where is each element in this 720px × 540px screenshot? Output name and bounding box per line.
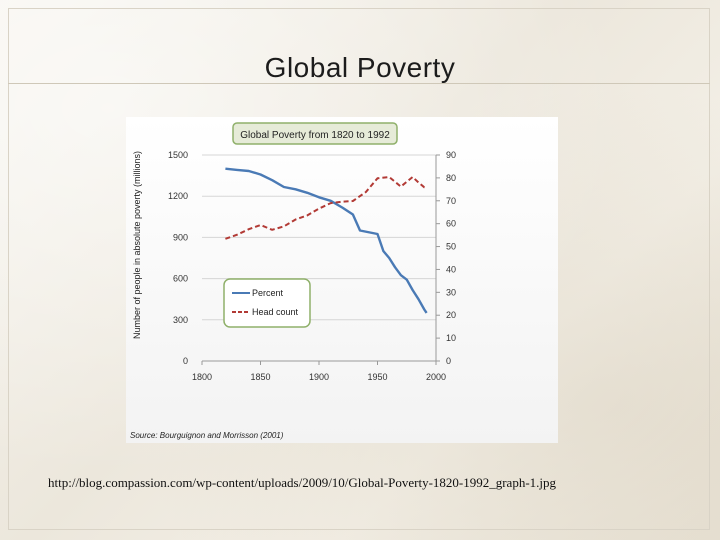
y-left-tick-label: 1500	[168, 150, 188, 160]
x-tick-label: 1800	[192, 372, 212, 382]
axes	[201, 154, 440, 365]
y-right-tick-label: 10	[446, 333, 456, 343]
series-line-percent	[225, 167, 428, 314]
x-tick-label: 1900	[309, 372, 329, 382]
y-right-tick-label: 90	[446, 150, 456, 160]
y-right-tick-label: 70	[446, 196, 456, 206]
y-axis-label: Number of people in absolute poverty (mi…	[132, 151, 142, 339]
series-line-headcount	[225, 176, 427, 240]
y-right-tick-label: 40	[446, 264, 456, 274]
y-right-tick-label: 30	[446, 287, 456, 297]
slide-frame	[8, 8, 710, 530]
y-left-tick-label: 0	[183, 356, 188, 366]
chart-image: 0 300 600 900 1200 1500 0 10 20 30 40 50 60 70 80 90 180…	[126, 117, 558, 443]
legend-headcount-label: Head count	[252, 307, 299, 317]
image-source-url: http://blog.compassion.com/wp-content/up…	[48, 475, 557, 490]
chart-background	[126, 117, 558, 443]
legend-percent-label: Percent	[252, 288, 284, 298]
y-left-tick-label: 300	[173, 315, 188, 325]
tick-labels: 0 300 600 900 1200 1500 0 10 20 30 40 50 60 70 80 90 180…	[168, 150, 456, 382]
x-tick-label: 1950	[367, 372, 387, 382]
x-tick-label: 2000	[426, 372, 446, 382]
chart-source: Source: Bourguignon and Morrisson (2001)	[130, 431, 284, 440]
legend: Percent Head count	[223, 278, 311, 328]
y-left-tick-label: 900	[173, 232, 188, 242]
y-right-tick-label: 0	[446, 356, 451, 366]
y-left-tick-label: 1200	[168, 191, 188, 201]
title-divider	[8, 83, 710, 84]
series-lines	[225, 167, 428, 314]
y-right-tick-label: 60	[446, 219, 456, 229]
y-right-tick-label: 80	[446, 173, 456, 183]
y-left-tick-label: 600	[173, 274, 188, 284]
slide-title: Global Poverty	[264, 52, 456, 83]
chart-title-box: Global Poverty from 1820 to 1992	[232, 122, 398, 145]
chart-title: Global Poverty from 1820 to 1992	[240, 130, 390, 141]
chart-svg: 0 300 600 900 1200 1500 0 10 20 30 40 50 60 70 80 90 180…	[126, 117, 558, 443]
y-right-tick-label: 20	[446, 310, 456, 320]
x-tick-label: 1850	[250, 372, 270, 382]
y-right-tick-label: 50	[446, 242, 456, 252]
